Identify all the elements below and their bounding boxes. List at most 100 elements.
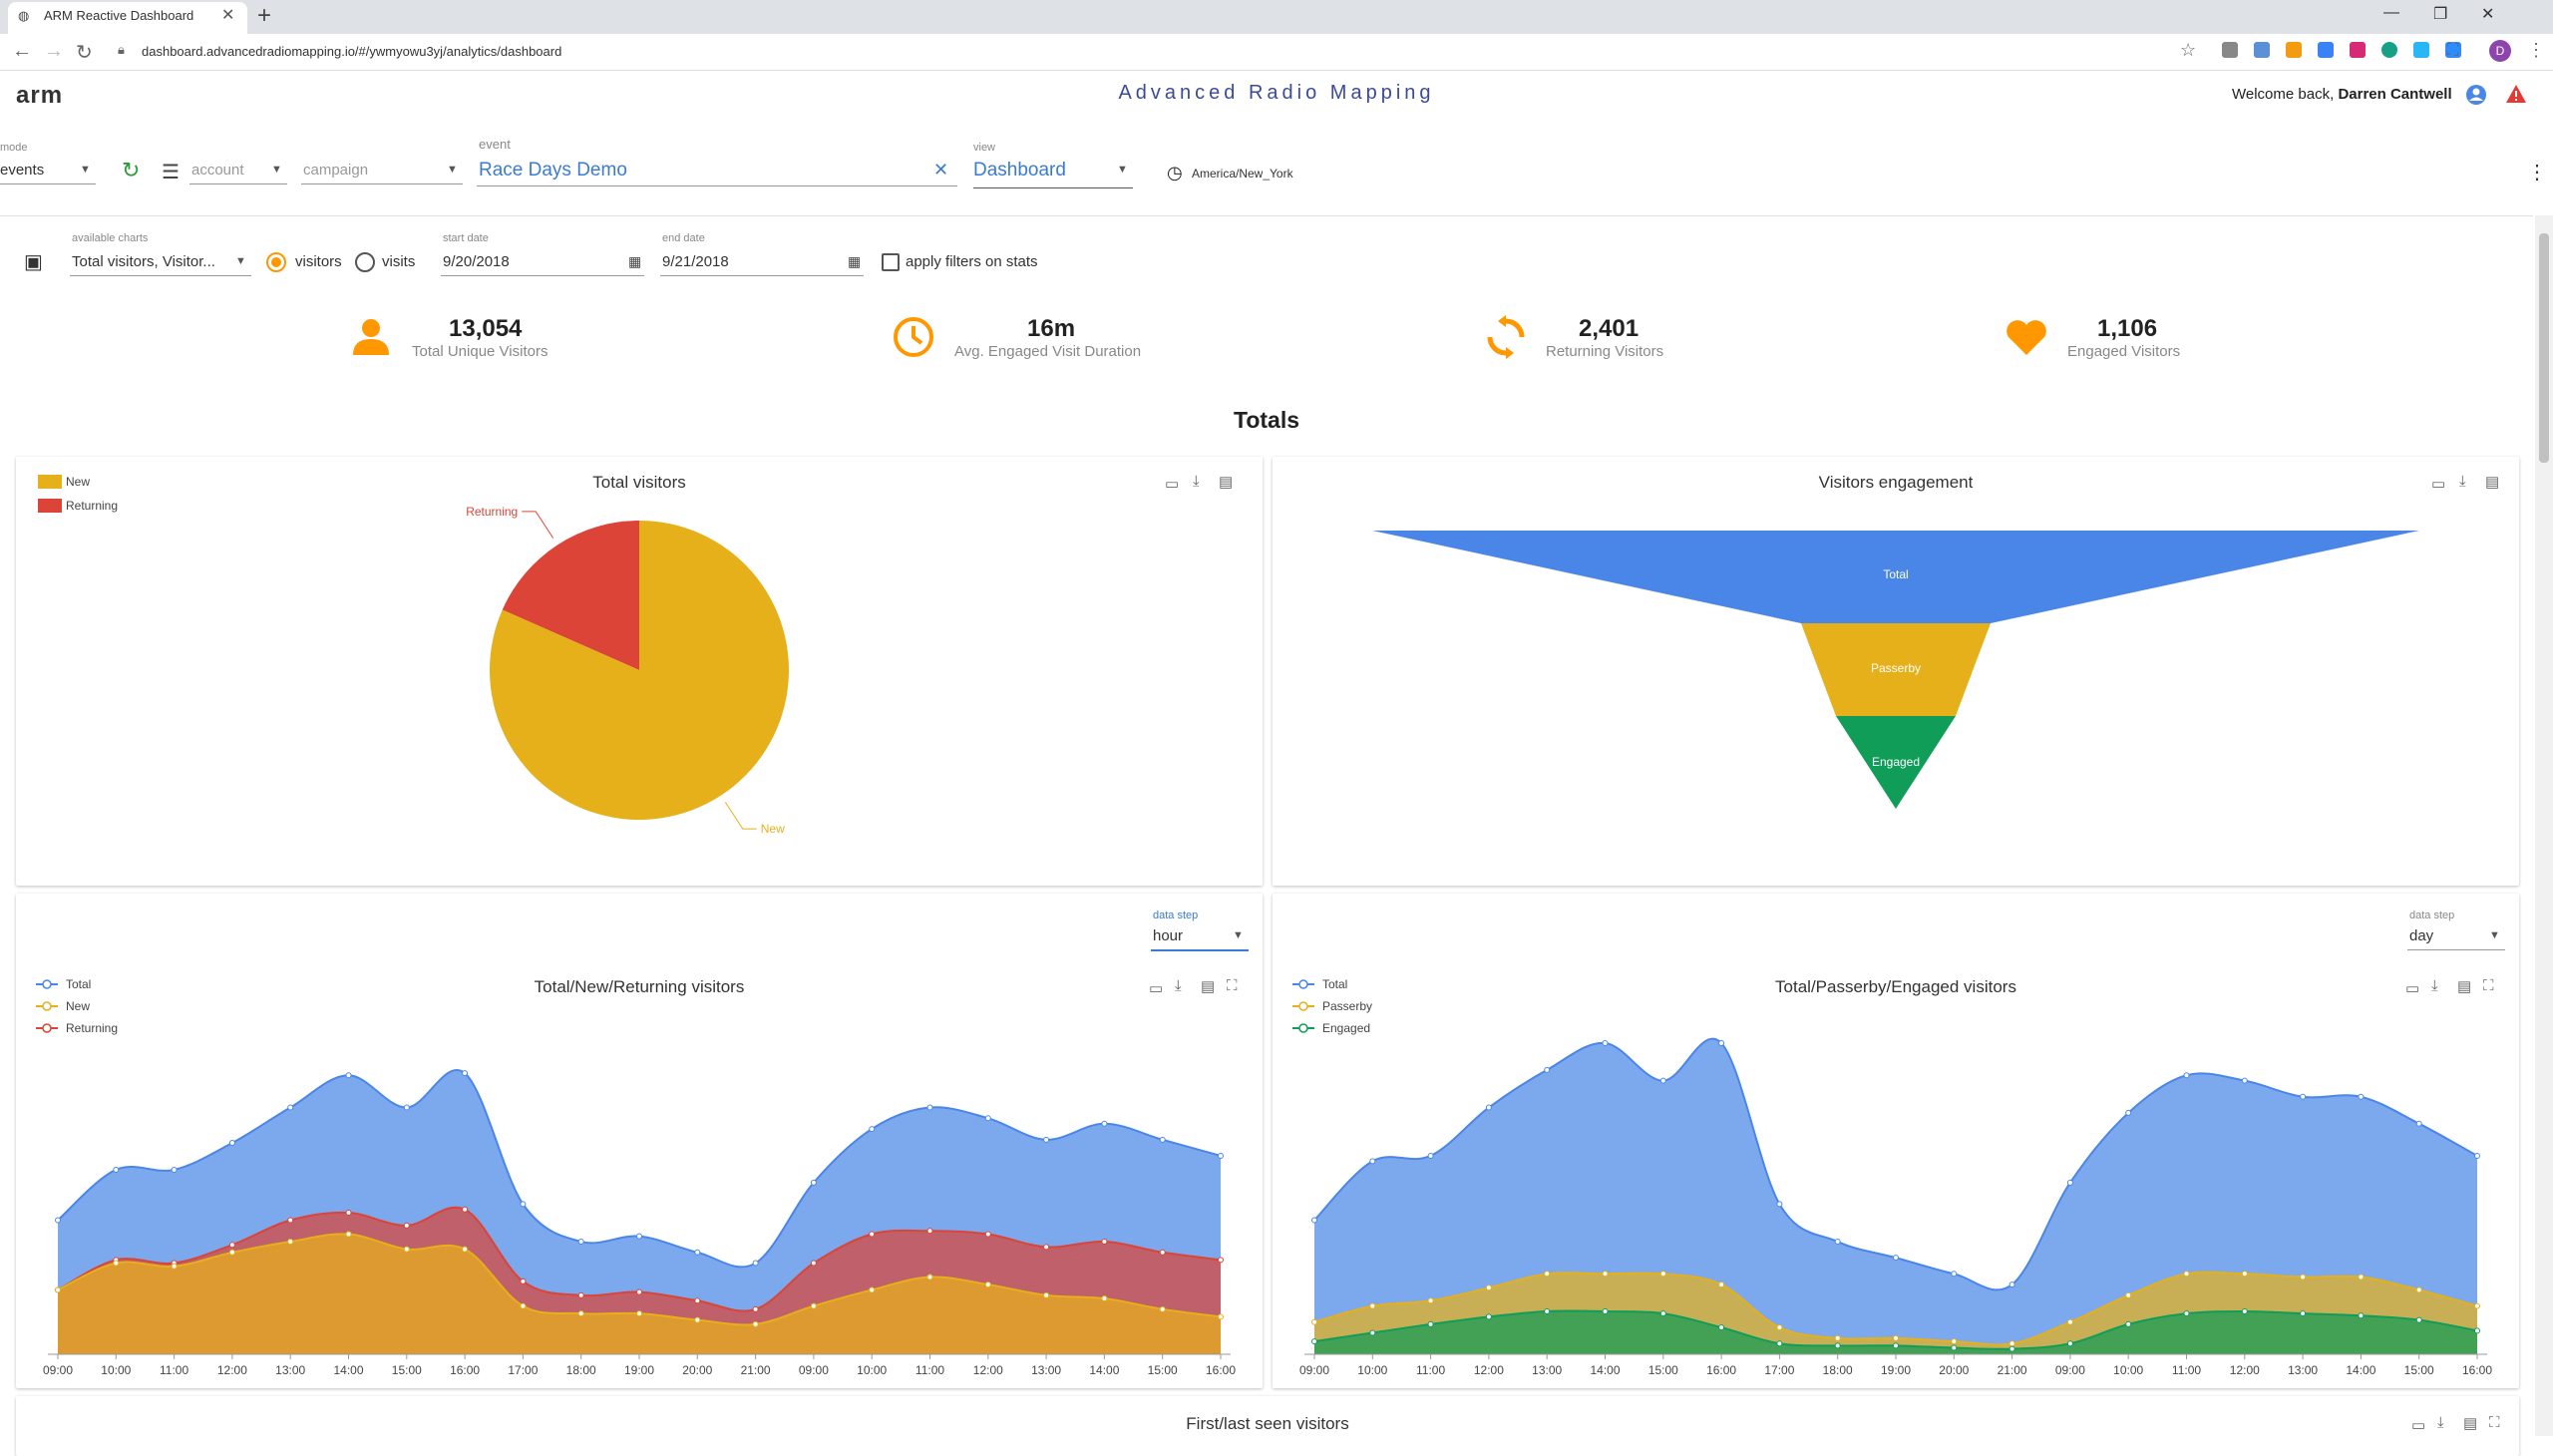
data-point-passerby[interactable] [1834, 1334, 1841, 1341]
comment-icon[interactable]: ▭ [1149, 980, 1164, 997]
start-date-input[interactable]: 9/20/2018 [443, 253, 510, 270]
data-point-total[interactable] [1834, 1239, 1841, 1246]
data-point-passerby[interactable] [1544, 1271, 1551, 1277]
radio-visitors[interactable] [265, 251, 287, 273]
data-point-engaged[interactable] [1369, 1329, 1376, 1336]
data-point-engaged[interactable] [1718, 1324, 1725, 1331]
data-point-engaged[interactable] [2183, 1310, 2190, 1317]
data-point-new[interactable] [1218, 1313, 1224, 1320]
data-point-total[interactable] [2183, 1072, 2190, 1079]
data-point-passerby[interactable] [2415, 1286, 2422, 1293]
data-point-total[interactable] [1311, 1217, 1317, 1224]
data-point-engaged[interactable] [2241, 1307, 2248, 1314]
data-point-passerby[interactable] [1485, 1284, 1492, 1291]
data-point-passerby[interactable] [1369, 1302, 1376, 1309]
data-point-engaged[interactable] [1427, 1320, 1434, 1327]
data-point-total[interactable] [1218, 1152, 1224, 1159]
calendar-icon[interactable]: ▦ [848, 253, 862, 269]
document-icon[interactable]: ▤ [1219, 474, 1234, 491]
data-point-passerby[interactable] [2183, 1271, 2190, 1277]
data-point-new[interactable] [577, 1310, 584, 1317]
data-point-engaged[interactable] [2358, 1312, 2365, 1319]
comment-icon[interactable]: ▭ [2405, 980, 2420, 997]
funnel-stage-total[interactable] [1372, 531, 2419, 623]
extension-icon[interactable] [2381, 42, 2397, 58]
data-point-passerby[interactable] [2008, 1340, 2015, 1347]
legend-item-engaged[interactable]: Engaged [1292, 1017, 1372, 1039]
data-point-returning[interactable] [1218, 1257, 1224, 1264]
data-point-engaged[interactable] [2474, 1327, 2480, 1334]
restore-icon[interactable]: ❐ [2433, 6, 2448, 23]
data-point-engaged[interactable] [1485, 1313, 1492, 1320]
profile-avatar[interactable]: D [2489, 40, 2511, 62]
data-point-returning[interactable] [577, 1291, 584, 1298]
data-point-total[interactable] [403, 1104, 410, 1111]
data-point-new[interactable] [403, 1246, 410, 1253]
legend-item-total[interactable]: Total [36, 973, 118, 995]
data-point-total[interactable] [694, 1249, 701, 1256]
legend-item-returning[interactable]: Returning [36, 1017, 118, 1039]
series-line-new[interactable] [57, 1233, 1222, 1326]
data-point-passerby[interactable] [1776, 1324, 1783, 1331]
data-point-returning[interactable] [694, 1297, 701, 1304]
data-point-total[interactable] [1159, 1136, 1166, 1143]
data-point-new[interactable] [113, 1260, 120, 1267]
pie-slice-returning[interactable] [502, 521, 639, 670]
data-point-new[interactable] [869, 1286, 876, 1293]
mode-chevron-down-icon[interactable]: ▼ [80, 164, 91, 176]
mode-select[interactable]: events [0, 162, 45, 179]
data-point-engaged[interactable] [1602, 1307, 1609, 1314]
download-icon[interactable]: ⤓ [1175, 977, 1182, 994]
data-point-returning[interactable] [869, 1231, 876, 1238]
available-charts-chevron-down-icon[interactable]: ▼ [235, 255, 246, 267]
browser-menu-icon[interactable]: ⋮ [2527, 40, 2545, 60]
data-point-passerby[interactable] [1427, 1297, 1434, 1304]
scrollbar-thumb[interactable] [2539, 233, 2549, 463]
download-icon[interactable]: ⤓ [2431, 977, 2438, 994]
funnel-stage-engaged[interactable] [1836, 716, 1956, 809]
data-step-chevron-down-icon[interactable]: ▼ [2489, 929, 2500, 941]
data-point-returning[interactable] [1159, 1249, 1166, 1256]
data-point-total[interactable] [228, 1140, 235, 1147]
data-point-total[interactable] [171, 1166, 178, 1173]
event-input[interactable]: Race Days Demo [479, 160, 627, 181]
data-point-engaged[interactable] [2415, 1316, 2422, 1323]
data-point-engaged[interactable] [1544, 1307, 1551, 1314]
fullscreen-icon[interactable]: ⛶ [2483, 977, 2494, 994]
data-point-total[interactable] [2415, 1120, 2422, 1127]
data-point-total[interactable] [1659, 1077, 1666, 1084]
data-point-engaged[interactable] [2125, 1320, 2132, 1327]
apply-filters-checkbox[interactable] [882, 253, 900, 271]
comment-icon[interactable]: ▭ [2431, 476, 2446, 493]
data-point-total[interactable] [1043, 1136, 1050, 1143]
data-point-new[interactable] [345, 1231, 352, 1238]
bookmark-star-icon[interactable]: ☆ [2180, 40, 2197, 60]
comment-icon[interactable]: ▭ [2411, 1417, 2426, 1434]
data-point-new[interactable] [810, 1302, 817, 1309]
more-options-icon[interactable]: ⋮ [2527, 162, 2547, 183]
data-point-new[interactable] [636, 1310, 642, 1317]
document-icon[interactable]: ▤ [2463, 1415, 2478, 1432]
data-point-new[interactable] [926, 1274, 933, 1280]
data-point-passerby[interactable] [2125, 1291, 2132, 1298]
data-point-total[interactable] [2474, 1152, 2480, 1159]
data-point-passerby[interactable] [1659, 1271, 1666, 1277]
clear-event-icon[interactable]: ✕ [933, 160, 949, 180]
document-icon[interactable]: ▤ [2485, 474, 2500, 491]
campaign-chevron-down-icon[interactable]: ▼ [447, 164, 458, 176]
data-point-total[interactable] [2241, 1077, 2248, 1084]
data-point-passerby[interactable] [2241, 1271, 2248, 1277]
legend-item-passerby[interactable]: Passerby [1292, 995, 1372, 1017]
data-step-select[interactable]: day [2409, 927, 2434, 944]
minimize-icon[interactable]: — [2383, 4, 2399, 21]
data-point-returning[interactable] [462, 1206, 469, 1213]
data-point-new[interactable] [55, 1286, 61, 1293]
data-point-total[interactable] [926, 1104, 933, 1111]
data-step-chevron-down-icon[interactable]: ▼ [1233, 929, 1244, 941]
data-step-select[interactable]: hour [1153, 927, 1184, 944]
available-charts-select[interactable]: Total visitors, Visitor... [72, 253, 215, 270]
data-point-returning[interactable] [1101, 1239, 1108, 1246]
media-icon[interactable]: ⛶ [2447, 42, 2459, 59]
data-point-total[interactable] [55, 1217, 61, 1224]
data-point-returning[interactable] [636, 1288, 642, 1295]
